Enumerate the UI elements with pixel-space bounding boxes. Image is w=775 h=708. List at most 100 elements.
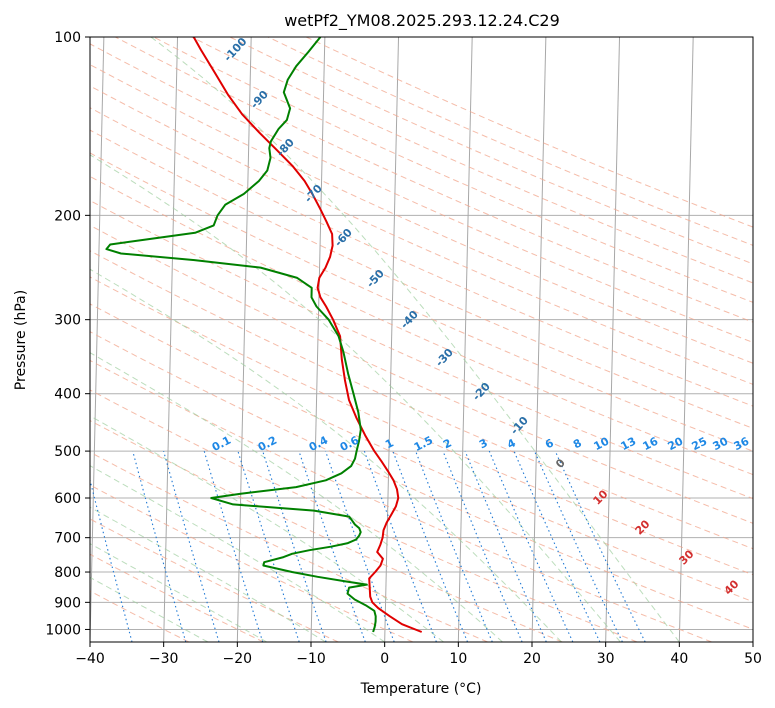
dry-adiabat-line xyxy=(90,303,753,603)
moist-adiabat-label: 0 xyxy=(553,456,568,471)
dry-adiabat-line xyxy=(90,199,753,500)
x-axis-label: Temperature (°C) xyxy=(360,681,482,697)
dry-adiabat-line xyxy=(90,484,414,642)
y-tick-label: 100 xyxy=(54,30,81,46)
mixing-ratio-line xyxy=(464,450,547,642)
mixing-ratio-label: 4 xyxy=(505,436,518,451)
dry-adiabats xyxy=(90,37,753,642)
mixing-ratio-line xyxy=(163,450,220,642)
mixing-ratio-label: 16 xyxy=(641,434,661,453)
dry-adiabat-label: -60 xyxy=(332,226,355,250)
x-tick-label: 10 xyxy=(449,651,467,667)
mixing-ratio-line xyxy=(90,477,133,642)
dry-adiabat-line xyxy=(90,85,753,385)
mixing-ratio-label: 2 xyxy=(441,436,454,451)
mixing-ratio-label: 8 xyxy=(571,436,584,451)
mixing-ratio-line xyxy=(442,450,523,642)
y-tick-label: 500 xyxy=(54,444,81,460)
y-tick-label: 400 xyxy=(54,387,81,403)
isotherm-line xyxy=(605,37,621,642)
x-tick-label: 40 xyxy=(670,651,688,667)
isotherm-line xyxy=(752,620,753,642)
dry-adiabat-line xyxy=(90,43,753,343)
y-tick-label: 800 xyxy=(54,565,81,581)
mixing-ratio-label: 3 xyxy=(477,436,490,451)
dry-adiabat-line xyxy=(90,331,753,630)
mixing-ratio-line xyxy=(392,450,469,642)
plot-area: -100-90-80-70-60-50-40-30-20-100.1 0.2 0.4… xyxy=(90,35,753,642)
mixing-ratio-label: 13 xyxy=(619,435,639,454)
moist-adiabat-line xyxy=(90,352,503,642)
dry-adiabat-label: -40 xyxy=(398,308,421,332)
y-tick-label: 1000 xyxy=(45,622,81,638)
mixing-ratio-line xyxy=(415,450,493,642)
isotherm-line xyxy=(678,37,694,642)
mixing-ratio-line xyxy=(488,450,574,642)
pressure-gridlines xyxy=(90,37,753,630)
chart-title: wetPf2_YM08.2025.293.12.24.C29 xyxy=(284,11,560,31)
dewpoint-profile xyxy=(105,37,377,633)
isotherm-line xyxy=(384,37,400,642)
plot-frame xyxy=(89,36,754,643)
temperature-profile xyxy=(192,37,423,633)
mixing-ratio-line xyxy=(554,450,646,642)
moist-adiabats xyxy=(90,37,680,642)
dry-adiabat-label: -100 xyxy=(221,35,250,64)
y-tick-label: 700 xyxy=(54,531,81,547)
dry-adiabat-label: -20 xyxy=(470,380,493,404)
x-tick-label: −10 xyxy=(296,651,326,667)
y-tick-label: 300 xyxy=(54,313,81,329)
isotherm-line xyxy=(531,37,547,642)
dry-adiabat-line xyxy=(90,451,488,642)
x-tick-label: 50 xyxy=(744,651,762,667)
dry-adiabat-label: -90 xyxy=(248,88,271,112)
dry-adiabat-line xyxy=(90,129,753,429)
moist-adiabat-line xyxy=(90,268,562,642)
dry-adiabat-label: -50 xyxy=(364,267,387,291)
moist-adiabat-line xyxy=(150,37,680,642)
mixing-ratio-line xyxy=(237,450,300,642)
x-tick-label: 20 xyxy=(523,651,541,667)
dry-adiabat-line xyxy=(90,64,753,364)
dry-adiabat-line xyxy=(90,224,753,524)
mixing-ratio-label: 20 xyxy=(666,434,686,453)
dry-adiabat-label: -30 xyxy=(433,346,456,370)
mixing-ratio-label: 6 xyxy=(543,436,556,451)
moist-adiabat-label: 30 xyxy=(677,547,697,567)
mixing-ratio-label: 10 xyxy=(592,434,612,453)
moist-adiabat-label: 10 xyxy=(591,487,611,507)
dry-adiabat-line xyxy=(90,152,753,452)
mixing-ratio-label: 25 xyxy=(690,435,710,454)
skewed-isotherms xyxy=(90,37,753,642)
moist-adiabat-line xyxy=(90,415,444,642)
moist-adiabat-line xyxy=(90,576,209,642)
dry-adiabat-label: -10 xyxy=(508,414,531,438)
y-axis-ticks: 1000 900 800 700 600 500 400 300 200 100 xyxy=(45,30,90,638)
mixing-ratio-line xyxy=(262,450,327,642)
y-tick-label: 900 xyxy=(54,595,81,611)
x-tick-label: −20 xyxy=(223,651,253,667)
x-tick-label: 30 xyxy=(597,651,615,667)
mixing-ratio-line xyxy=(203,450,264,642)
dry-adiabat-line xyxy=(90,276,753,576)
mixing-ratio-lines xyxy=(90,450,646,642)
y-axis-label: Pressure (hPa) xyxy=(13,290,29,390)
mixing-ratio-line xyxy=(132,450,187,642)
x-tick-label: −40 xyxy=(75,651,105,667)
dry-adiabat-line xyxy=(90,175,753,476)
dry-adiabat-line xyxy=(115,37,753,323)
x-axis-ticks: −40 −30 −20 −10 0 10 20 30 40 50 xyxy=(75,642,762,667)
y-tick-label: 200 xyxy=(54,208,81,224)
mixing-ratio-label: 30 xyxy=(711,434,731,453)
isotherm-line xyxy=(90,37,105,642)
sounding-profiles xyxy=(105,37,423,633)
y-tick-label: 600 xyxy=(54,491,81,507)
dry-adiabat-line xyxy=(90,553,264,642)
dry-adiabat-line xyxy=(90,420,563,642)
dry-adiabat-line xyxy=(90,359,712,642)
dry-adiabat-line xyxy=(90,107,753,407)
x-tick-label: −30 xyxy=(149,651,179,667)
moist-adiabat-line xyxy=(90,465,385,642)
isotherm-line xyxy=(163,37,179,642)
